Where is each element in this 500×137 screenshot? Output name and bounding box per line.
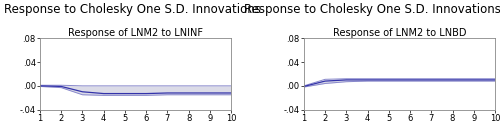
Text: Response to Cholesky One S.D. Innovations: Response to Cholesky One S.D. Innovation… (244, 3, 500, 16)
Text: Response to Cholesky One S.D. Innovations: Response to Cholesky One S.D. Innovation… (4, 3, 261, 16)
Title: Response of LNM2 to LNBD: Response of LNM2 to LNBD (332, 28, 466, 38)
Title: Response of LNM2 to LNINF: Response of LNM2 to LNINF (68, 28, 203, 38)
